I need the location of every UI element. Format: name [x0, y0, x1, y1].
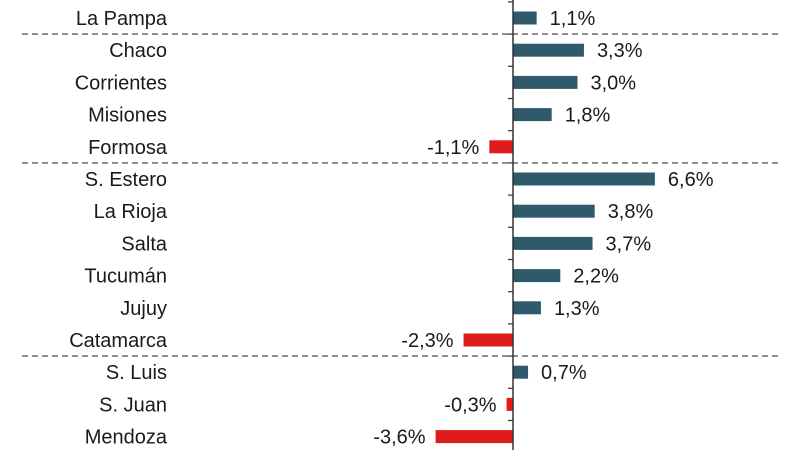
category-label-tucuman: Tucumán [84, 266, 167, 288]
category-label-catamarca: Catamarca [69, 330, 168, 352]
value-label-misiones: 1,8% [565, 105, 611, 127]
value-label-s-luis: 0,7% [541, 362, 587, 384]
bar-tucuman [513, 269, 561, 283]
category-label-la-rioja: La Rioja [94, 201, 168, 223]
value-label-jujuy: 1,3% [554, 298, 600, 320]
bar-jujuy [513, 301, 541, 315]
value-label-tucuman: 2,2% [573, 266, 619, 288]
bar-s-juan [506, 397, 513, 411]
bar-catamarca [463, 333, 513, 347]
category-label-s-estero: S. Estero [85, 169, 167, 191]
value-label-la-pampa: 1,1% [550, 8, 596, 30]
category-label-chaco: Chaco [109, 40, 167, 62]
bar-salta [513, 236, 593, 250]
category-labels: La Pampa Chaco Corrientes Misiones Formosa S.… [69, 8, 168, 449]
value-labels: 1,1%3,3% 3,0% 1,8% -1,1% 6,6% 3,8% 3,7% 2,2% 1,3… [373, 8, 713, 449]
value-label-corrientes: 3,0% [591, 72, 637, 94]
value-label-s-estero: 6,6% [668, 169, 714, 191]
bar-mendoza [435, 430, 513, 444]
bar-chaco [513, 43, 584, 57]
value-label-formosa: -1,1% [427, 137, 479, 159]
bar-s-luis [513, 365, 529, 379]
value-label-salta: 3,7% [606, 233, 652, 255]
bar-la-pampa [513, 11, 537, 25]
bar-corrientes [513, 75, 578, 89]
bars [435, 11, 655, 444]
group-separators [22, 33, 778, 357]
bar-formosa [489, 140, 513, 154]
category-label-formosa: Formosa [88, 137, 168, 159]
value-label-s-juan: -0,3% [444, 394, 496, 416]
value-label-chaco: 3,3% [597, 40, 643, 62]
bar-misiones [513, 108, 552, 122]
category-label-salta: Salta [121, 233, 167, 255]
category-label-misiones: Misiones [88, 105, 167, 127]
value-label-catamarca: -2,3% [401, 330, 453, 352]
value-label-mendoza: -3,6% [373, 427, 425, 449]
bar-la-rioja [513, 204, 595, 218]
category-label-corrientes: Corrientes [75, 72, 167, 94]
category-label-mendoza: Mendoza [85, 427, 168, 449]
category-label-s-luis: S. Luis [106, 362, 167, 384]
category-label-s-juan: S. Juan [99, 394, 167, 416]
category-label-jujuy: Jujuy [120, 298, 167, 320]
bar-s-estero [513, 172, 655, 186]
category-label-la-pampa: La Pampa [76, 8, 168, 30]
value-axis [508, 0, 514, 454]
value-label-la-rioja: 3,8% [608, 201, 654, 223]
